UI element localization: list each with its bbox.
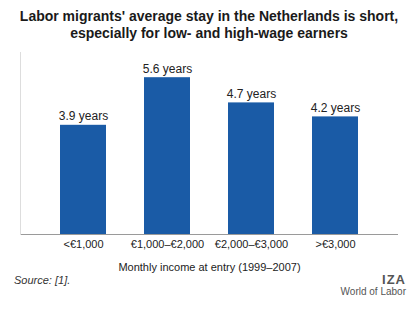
svg-text:5.6 years: 5.6 years <box>143 62 192 76</box>
svg-text:€1,000–€2,000: €1,000–€2,000 <box>131 238 204 250</box>
html-text:Labor migrants' average stay i: Labor migrants' average stay in the Neth… <box>19 8 399 41</box>
svg-text:<€1,000: <€1,000 <box>63 238 103 250</box>
html-text:IZA: IZA <box>382 272 406 287</box>
svg-text:Monthly income at entry (1999–: Monthly income at entry (1999–2007) <box>118 261 300 273</box>
html-text:World of Labor: World of Labor <box>340 286 406 297</box>
svg-text:>€3,000: >€3,000 <box>315 238 355 250</box>
svg-text:4.2 years: 4.2 years <box>311 101 360 115</box>
svg-text:3.9 years: 3.9 years <box>59 109 108 123</box>
svg-text:4.7 years: 4.7 years <box>227 87 276 101</box>
svg-text:€2,000–€3,000: €2,000–€3,000 <box>215 238 288 250</box>
html-text:Source: [1].: Source: [1]. <box>14 274 71 286</box>
